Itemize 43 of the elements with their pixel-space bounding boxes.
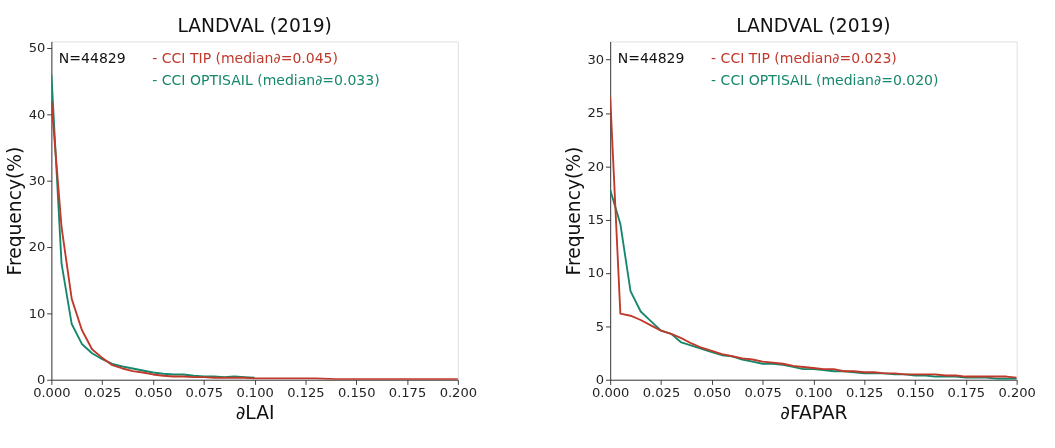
- y-tick-label: 0: [595, 371, 605, 387]
- x-tick-label: 0.150: [338, 385, 376, 401]
- x-tick-label: 0.125: [287, 385, 325, 401]
- y-tick-label: 10: [587, 265, 605, 281]
- x-tick-label: 0.025: [642, 385, 681, 401]
- x-tick-label: 0.075: [744, 385, 782, 401]
- text: - CCI TIP (median∂=0.023): [711, 49, 897, 66]
- x-axis-title: ∂LAI: [235, 401, 275, 423]
- y-tick-label: 15: [587, 211, 605, 227]
- y-tick-label: 10: [28, 305, 46, 321]
- x-tick-label: 0.100: [236, 385, 274, 401]
- annotation: N=44829: [58, 49, 126, 66]
- y-tick-label: 20: [28, 239, 46, 255]
- y-tick-label: 30: [587, 51, 605, 67]
- chart-title: LANDVAL (2019): [177, 15, 332, 37]
- y-tick-label: 30: [28, 172, 46, 188]
- x-tick-label: 0.125: [845, 385, 884, 401]
- x-tick-label: 0.075: [185, 385, 224, 401]
- y-tick-label: 50: [28, 40, 46, 56]
- y-tick-label: 5: [595, 318, 605, 334]
- y-tick-label: 20: [587, 158, 605, 174]
- x-axis-title: ∂FAPAR: [780, 401, 848, 423]
- chart-title: LANDVAL (2019): [736, 15, 891, 37]
- x-tick-label: 0.050: [693, 385, 732, 401]
- x-tick-label: 0.025: [83, 385, 122, 401]
- x-tick-label: 0.000: [591, 385, 630, 401]
- x-tick-label: 0.175: [388, 385, 427, 401]
- y-tick-label: 25: [587, 105, 605, 121]
- x-tick-label: 0.150: [896, 385, 935, 401]
- x-tick-label: 0.000: [33, 385, 71, 401]
- y-tick-label: 40: [28, 106, 46, 122]
- annotation: N=44829: [617, 49, 685, 66]
- text: - CCI TIP (median∂=0.045): [152, 49, 338, 66]
- x-tick-label: 0.200: [998, 385, 1036, 401]
- y-axis-title: Frequency(%): [4, 146, 26, 276]
- y-axis-title: Frequency(%): [563, 146, 584, 276]
- x-tick-label: 0.175: [947, 385, 986, 401]
- x-tick-label: 0.050: [134, 385, 173, 401]
- x-tick-label: 0.200: [439, 385, 478, 401]
- y-tick-label: 0: [36, 371, 46, 387]
- text: - CCI OPTISAIL (median∂=0.020): [711, 72, 939, 89]
- text: - CCI OPTISAIL (median∂=0.033): [152, 72, 380, 89]
- x-tick-label: 0.100: [795, 385, 833, 401]
